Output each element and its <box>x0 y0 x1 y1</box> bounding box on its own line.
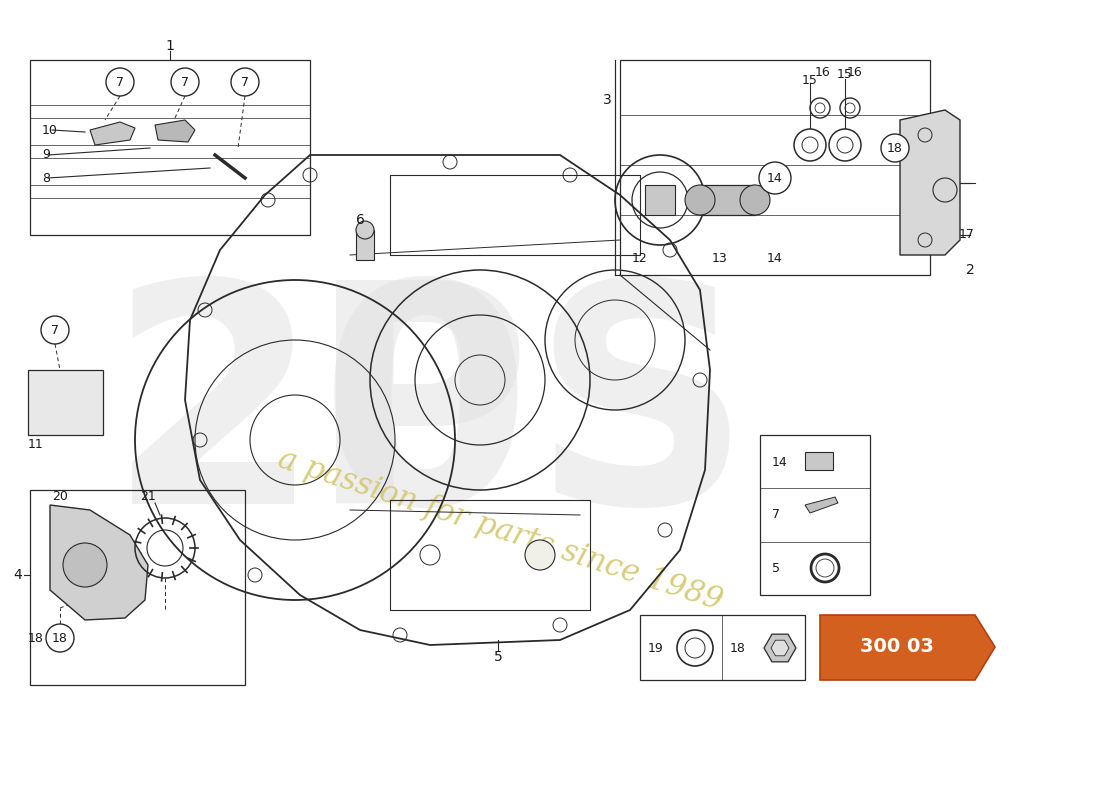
Text: 1: 1 <box>166 39 175 53</box>
Text: 18: 18 <box>28 631 44 645</box>
Bar <box>760 435 870 595</box>
Text: 7: 7 <box>182 75 189 89</box>
Polygon shape <box>900 110 960 255</box>
Text: 18: 18 <box>730 642 746 654</box>
Text: 12: 12 <box>632 251 648 265</box>
Bar <box>390 175 640 255</box>
Bar <box>390 500 590 610</box>
Polygon shape <box>155 120 195 142</box>
Text: 300 03: 300 03 <box>860 638 934 657</box>
Circle shape <box>106 68 134 96</box>
Text: a passion for parts since 1989: a passion for parts since 1989 <box>274 443 726 617</box>
Text: 14: 14 <box>767 251 783 265</box>
Text: 17: 17 <box>959 229 975 242</box>
Text: 2: 2 <box>966 263 975 277</box>
Text: 4: 4 <box>13 568 22 582</box>
Circle shape <box>231 68 258 96</box>
Text: 21: 21 <box>140 490 156 503</box>
Bar <box>30 490 245 685</box>
Text: 11: 11 <box>28 438 44 451</box>
Polygon shape <box>764 634 796 662</box>
Polygon shape <box>805 497 838 513</box>
Text: 5: 5 <box>494 650 503 664</box>
Bar <box>356 230 374 260</box>
Text: 10: 10 <box>42 123 58 137</box>
Text: 14: 14 <box>767 171 783 185</box>
Text: 16: 16 <box>847 66 862 78</box>
Circle shape <box>46 624 74 652</box>
Bar <box>645 185 675 215</box>
Text: 16: 16 <box>815 66 830 78</box>
Circle shape <box>41 316 69 344</box>
Bar <box>700 185 755 215</box>
Polygon shape <box>771 640 789 656</box>
Text: 20: 20 <box>52 490 68 503</box>
Circle shape <box>759 162 791 194</box>
Circle shape <box>740 185 770 215</box>
Text: 7: 7 <box>772 509 780 522</box>
Bar <box>30 60 310 235</box>
Circle shape <box>881 134 909 162</box>
Polygon shape <box>50 505 148 620</box>
Text: 15: 15 <box>837 69 852 82</box>
Text: 8: 8 <box>42 171 50 185</box>
Bar <box>640 615 805 680</box>
Text: 6: 6 <box>355 213 364 227</box>
Circle shape <box>63 543 107 587</box>
Bar <box>28 370 103 435</box>
Text: 7: 7 <box>51 323 59 337</box>
Text: 13: 13 <box>712 251 728 265</box>
Bar <box>805 452 833 470</box>
Circle shape <box>170 68 199 96</box>
Circle shape <box>356 221 374 239</box>
Polygon shape <box>90 122 135 145</box>
Text: 9: 9 <box>42 149 50 162</box>
Text: 18: 18 <box>887 142 903 154</box>
Text: 15: 15 <box>802 74 818 86</box>
Text: 7: 7 <box>116 75 124 89</box>
Circle shape <box>685 185 715 215</box>
Text: 19: 19 <box>648 642 663 654</box>
Text: 3: 3 <box>603 93 612 107</box>
Text: 5: 5 <box>772 562 780 574</box>
Text: 20: 20 <box>108 271 532 569</box>
Circle shape <box>525 540 556 570</box>
Bar <box>620 60 930 275</box>
Polygon shape <box>820 615 996 680</box>
Text: 14: 14 <box>772 455 788 469</box>
Text: 18: 18 <box>52 631 68 645</box>
Text: PS: PS <box>308 271 752 569</box>
Text: 7: 7 <box>241 75 249 89</box>
